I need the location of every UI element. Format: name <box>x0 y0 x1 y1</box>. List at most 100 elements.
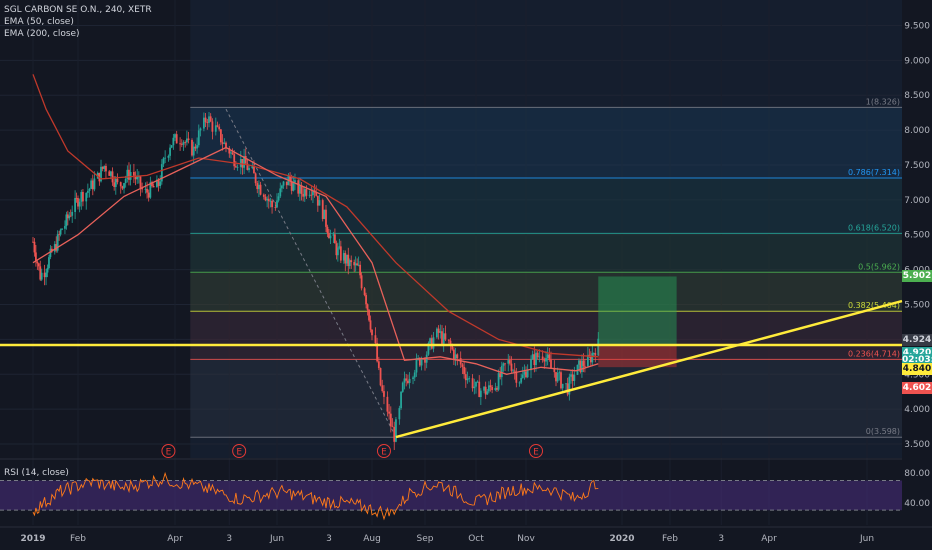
candle-body <box>507 360 510 364</box>
price-tag: 4.602 <box>902 381 932 394</box>
price-tag: 5.902 <box>902 270 932 283</box>
candle-body <box>588 354 591 357</box>
x-tick-label: 3 <box>226 534 232 544</box>
candle-body <box>312 190 314 196</box>
y-tick-label: 9.000 <box>904 56 930 66</box>
candle-body <box>461 364 464 367</box>
candle-body <box>561 383 564 389</box>
candle-body <box>536 352 539 358</box>
ema200-legend[interactable]: EMA (200, close) <box>4 29 80 39</box>
candle-body <box>253 166 255 174</box>
ema-200-line <box>32 74 599 358</box>
candle-body <box>49 248 52 258</box>
candle-body <box>407 380 409 383</box>
candle-body <box>489 385 492 388</box>
earnings-marker <box>376 444 391 458</box>
candle-body <box>513 370 516 372</box>
candle-body <box>471 378 474 389</box>
candle-body <box>366 304 369 310</box>
candle-body <box>254 173 257 184</box>
ema50-legend[interactable]: EMA (50, close) <box>4 17 74 27</box>
candle-body <box>413 372 416 378</box>
candle-body <box>282 181 285 186</box>
candle-body <box>77 198 79 207</box>
candle-body <box>159 181 162 186</box>
candle-body <box>103 165 106 169</box>
candle-body <box>121 186 124 189</box>
price-tag: 4.924 <box>902 334 932 347</box>
candle-body <box>59 229 62 235</box>
candle-body <box>68 215 71 219</box>
candle-body <box>466 378 469 381</box>
candle-body <box>184 142 187 144</box>
candle-body <box>546 354 549 358</box>
x-tick-label: Apr <box>761 534 777 544</box>
candle-body <box>113 182 116 187</box>
candle-body <box>464 374 467 381</box>
candle-body <box>144 188 147 190</box>
candle-body <box>430 338 433 349</box>
y-tick-label: 3.500 <box>904 440 930 450</box>
candle-body <box>345 254 348 264</box>
candle-body <box>199 128 202 131</box>
candle-body <box>525 371 527 378</box>
candle-body <box>391 426 394 428</box>
candle-body <box>239 158 242 167</box>
candle-body <box>376 343 379 362</box>
candle-body <box>116 178 119 183</box>
candle-body <box>214 125 217 132</box>
candle-body <box>556 372 559 382</box>
candle-body <box>74 198 76 212</box>
candle-body <box>573 374 576 381</box>
candle-body <box>565 383 567 385</box>
earnings-marker-label: E <box>236 448 242 458</box>
x-tick-label: Jun <box>269 534 284 544</box>
candle-body <box>483 386 485 391</box>
candle-body <box>427 343 430 355</box>
x-tick-label: 2020 <box>609 534 634 544</box>
candle-body <box>90 180 93 189</box>
candle-body <box>85 192 88 202</box>
y-tick-label: 7.000 <box>904 196 930 206</box>
candle-body <box>521 374 524 378</box>
candle-body <box>279 188 282 197</box>
candle-body <box>251 166 254 169</box>
candle-body <box>157 179 160 186</box>
candle-body <box>180 143 183 145</box>
candle-body <box>58 234 61 236</box>
candle-body <box>500 365 503 378</box>
fib-zone <box>190 233 903 273</box>
candle-body <box>146 188 148 193</box>
candle-body <box>86 190 89 193</box>
candle-body <box>359 264 362 276</box>
candle-body <box>246 163 249 170</box>
candle-body <box>512 370 514 372</box>
candle-body <box>175 134 178 144</box>
rsi-legend[interactable]: RSI (14, close) <box>4 468 69 478</box>
candle-body <box>508 360 511 364</box>
candle-body <box>151 182 153 186</box>
candle-body <box>302 193 305 197</box>
candle-body <box>66 214 69 219</box>
candle-body <box>132 172 135 176</box>
ema-lines <box>32 74 599 375</box>
candle-body <box>363 288 366 296</box>
candle-body <box>486 391 489 395</box>
candle-body <box>371 329 373 336</box>
candle-body <box>308 194 311 196</box>
candle-body <box>218 126 221 130</box>
candle-body <box>566 383 569 395</box>
candle-body <box>170 145 173 148</box>
candle-body <box>368 309 370 321</box>
rsi-line <box>32 471 599 521</box>
x-tick-label: Apr <box>167 534 183 544</box>
candle-body <box>479 390 482 398</box>
candle-body <box>357 264 360 266</box>
candle-body <box>248 168 250 170</box>
candle-body <box>377 361 380 369</box>
candle-body <box>203 117 205 129</box>
symbol-title[interactable]: SGL CARBON SE O.N., 240, XETR <box>4 5 152 15</box>
candle-body <box>555 372 557 382</box>
